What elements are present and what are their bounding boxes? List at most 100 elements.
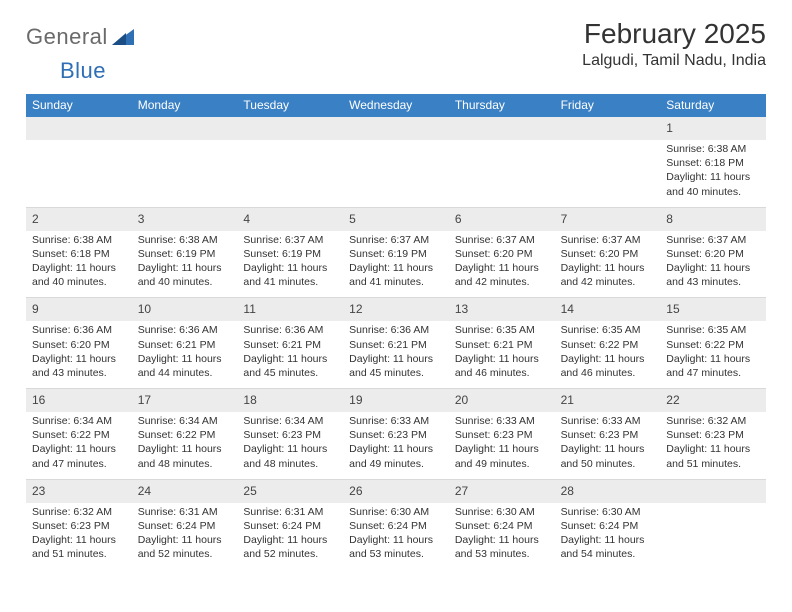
date-number-cell: 27 [449, 479, 555, 503]
date-number-row: 1 [26, 117, 766, 140]
weeks-container: 1Sunrise: 6:38 AMSunset: 6:18 PMDaylight… [26, 117, 766, 569]
daylight-text: Daylight: 11 hours and 54 minutes. [561, 533, 655, 561]
date-number: 20 [455, 393, 468, 407]
daylight-text: Daylight: 11 hours and 45 minutes. [243, 352, 337, 380]
daylight-text: Daylight: 11 hours and 50 minutes. [561, 442, 655, 470]
day-cell: Sunrise: 6:37 AMSunset: 6:20 PMDaylight:… [660, 231, 766, 298]
day-body-row: Sunrise: 6:32 AMSunset: 6:23 PMDaylight:… [26, 503, 766, 570]
daylight-text: Daylight: 11 hours and 52 minutes. [138, 533, 232, 561]
date-number: 24 [138, 484, 151, 498]
sunrise-text: Sunrise: 6:37 AM [561, 233, 655, 247]
day-header-row: SundayMondayTuesdayWednesdayThursdayFrid… [26, 94, 766, 117]
date-number-cell: 2 [26, 207, 132, 231]
daylight-text: Daylight: 11 hours and 42 minutes. [455, 261, 549, 289]
date-number-row: 2345678 [26, 207, 766, 231]
date-number-cell: 9 [26, 297, 132, 321]
sunset-text: Sunset: 6:23 PM [32, 519, 126, 533]
day-cell: Sunrise: 6:32 AMSunset: 6:23 PMDaylight:… [26, 503, 132, 570]
date-number: 2 [32, 212, 39, 226]
sunset-text: Sunset: 6:23 PM [561, 428, 655, 442]
date-number-cell [132, 117, 238, 140]
sunrise-text: Sunrise: 6:35 AM [561, 323, 655, 337]
sunset-text: Sunset: 6:18 PM [666, 156, 760, 170]
date-number: 6 [455, 212, 462, 226]
daylight-text: Daylight: 11 hours and 42 minutes. [561, 261, 655, 289]
day-cell [660, 503, 766, 570]
day-cell: Sunrise: 6:33 AMSunset: 6:23 PMDaylight:… [343, 412, 449, 479]
sunset-text: Sunset: 6:20 PM [455, 247, 549, 261]
date-number: 26 [349, 484, 362, 498]
date-number-cell [343, 117, 449, 140]
sunrise-text: Sunrise: 6:37 AM [666, 233, 760, 247]
date-number: 18 [243, 393, 256, 407]
daylight-text: Daylight: 11 hours and 49 minutes. [349, 442, 443, 470]
sunset-text: Sunset: 6:18 PM [32, 247, 126, 261]
date-number-cell [660, 479, 766, 503]
day-cell: Sunrise: 6:30 AMSunset: 6:24 PMDaylight:… [343, 503, 449, 570]
daylight-text: Daylight: 11 hours and 47 minutes. [666, 352, 760, 380]
date-number: 25 [243, 484, 256, 498]
date-number-cell: 28 [555, 479, 661, 503]
sunset-text: Sunset: 6:22 PM [138, 428, 232, 442]
daylight-text: Daylight: 11 hours and 40 minutes. [666, 170, 760, 198]
sunrise-text: Sunrise: 6:38 AM [32, 233, 126, 247]
daylight-text: Daylight: 11 hours and 41 minutes. [243, 261, 337, 289]
sunset-text: Sunset: 6:23 PM [243, 428, 337, 442]
date-number: 12 [349, 302, 362, 316]
date-number: 14 [561, 302, 574, 316]
day-header: Saturday [660, 94, 766, 117]
date-number-cell [449, 117, 555, 140]
date-number-cell: 15 [660, 297, 766, 321]
date-number-cell: 14 [555, 297, 661, 321]
daylight-text: Daylight: 11 hours and 41 minutes. [349, 261, 443, 289]
date-number: 19 [349, 393, 362, 407]
logo-triangle-icon [112, 27, 134, 45]
sunset-text: Sunset: 6:24 PM [455, 519, 549, 533]
date-number-cell: 7 [555, 207, 661, 231]
day-header: Monday [132, 94, 238, 117]
day-body-row: Sunrise: 6:38 AMSunset: 6:18 PMDaylight:… [26, 231, 766, 298]
date-number: 13 [455, 302, 468, 316]
daylight-text: Daylight: 11 hours and 53 minutes. [349, 533, 443, 561]
day-cell: Sunrise: 6:35 AMSunset: 6:21 PMDaylight:… [449, 321, 555, 388]
sunset-text: Sunset: 6:21 PM [455, 338, 549, 352]
day-cell: Sunrise: 6:31 AMSunset: 6:24 PMDaylight:… [132, 503, 238, 570]
day-cell: Sunrise: 6:33 AMSunset: 6:23 PMDaylight:… [555, 412, 661, 479]
date-number-cell: 12 [343, 297, 449, 321]
sunset-text: Sunset: 6:20 PM [561, 247, 655, 261]
date-number: 9 [32, 302, 39, 316]
day-body-row: Sunrise: 6:38 AMSunset: 6:18 PMDaylight:… [26, 140, 766, 207]
date-number-cell: 10 [132, 297, 238, 321]
date-number-row: 16171819202122 [26, 388, 766, 412]
sunset-text: Sunset: 6:19 PM [138, 247, 232, 261]
date-number: 17 [138, 393, 151, 407]
sunset-text: Sunset: 6:21 PM [349, 338, 443, 352]
sunset-text: Sunset: 6:24 PM [138, 519, 232, 533]
calendar-page: General February 2025 Lalgudi, Tamil Nad… [0, 0, 792, 579]
date-number-cell [26, 117, 132, 140]
day-cell: Sunrise: 6:36 AMSunset: 6:21 PMDaylight:… [343, 321, 449, 388]
sunrise-text: Sunrise: 6:37 AM [455, 233, 549, 247]
daylight-text: Daylight: 11 hours and 46 minutes. [455, 352, 549, 380]
calendar-grid: SundayMondayTuesdayWednesdayThursdayFrid… [26, 94, 766, 569]
day-cell: Sunrise: 6:30 AMSunset: 6:24 PMDaylight:… [555, 503, 661, 570]
date-number-cell: 23 [26, 479, 132, 503]
day-cell: Sunrise: 6:31 AMSunset: 6:24 PMDaylight:… [237, 503, 343, 570]
day-header: Friday [555, 94, 661, 117]
day-cell: Sunrise: 6:32 AMSunset: 6:23 PMDaylight:… [660, 412, 766, 479]
day-cell [26, 140, 132, 207]
date-number-cell: 6 [449, 207, 555, 231]
sunrise-text: Sunrise: 6:33 AM [455, 414, 549, 428]
date-number-cell: 4 [237, 207, 343, 231]
sunrise-text: Sunrise: 6:30 AM [349, 505, 443, 519]
daylight-text: Daylight: 11 hours and 48 minutes. [243, 442, 337, 470]
date-number: 22 [666, 393, 679, 407]
day-cell [132, 140, 238, 207]
sunrise-text: Sunrise: 6:38 AM [138, 233, 232, 247]
sunrise-text: Sunrise: 6:35 AM [666, 323, 760, 337]
day-cell [237, 140, 343, 207]
sunrise-text: Sunrise: 6:36 AM [243, 323, 337, 337]
sunrise-text: Sunrise: 6:32 AM [666, 414, 760, 428]
day-cell: Sunrise: 6:36 AMSunset: 6:20 PMDaylight:… [26, 321, 132, 388]
sunrise-text: Sunrise: 6:31 AM [138, 505, 232, 519]
